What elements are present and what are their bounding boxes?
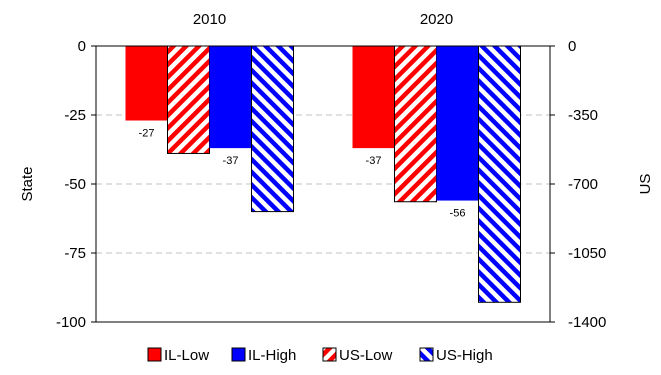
right-tick-label: -1400 — [568, 314, 606, 331]
left-tick-label: -75 — [64, 245, 86, 262]
legend-label: US-Low — [339, 347, 393, 364]
legend-label: IL-High — [248, 347, 296, 364]
left-tick-label: -50 — [64, 176, 86, 193]
legend-swatch — [231, 347, 246, 362]
bar-us-high-2010 — [251, 45, 294, 213]
bar-il-high-2010 — [209, 46, 252, 149]
data-label: -37 — [366, 155, 382, 167]
right-tick-label: 0 — [568, 38, 576, 55]
left-tick-label: -100 — [56, 314, 86, 331]
bar-us-high-2020 — [478, 45, 521, 303]
bar-us-low-2010 — [167, 45, 210, 154]
left-tick-label: -25 — [64, 107, 86, 124]
legend-swatch — [147, 347, 162, 362]
bar-il-high-2020 — [436, 46, 479, 201]
data-labels: -27 -37 -37 -56 — [139, 128, 466, 220]
data-label: -56 — [450, 208, 466, 220]
right-tick-label: -350 — [568, 107, 598, 124]
bar-il-low-2020 — [352, 46, 395, 149]
category-labels: 2010 2020 — [193, 11, 453, 28]
left-axis-title: State — [19, 166, 36, 201]
data-label: -27 — [139, 128, 155, 140]
right-tick-label: -700 — [568, 176, 598, 193]
right-tick-label: -1050 — [568, 245, 606, 262]
right-axis-ticks: 0 -350 -700 -1050 -1400 — [550, 38, 606, 331]
left-tick-label: 0 — [78, 38, 86, 55]
category-label: 2020 — [420, 11, 453, 28]
legend-label: IL-Low — [164, 347, 209, 364]
left-axis-ticks: 0 -25 -50 -75 -100 — [56, 38, 96, 331]
legend-swatch — [419, 347, 434, 362]
legend-swatch — [322, 347, 337, 362]
legend: IL-Low IL-High US-Low US-High — [147, 347, 493, 364]
bar-us-low-2020 — [394, 45, 437, 203]
bar-il-low-2010 — [125, 46, 168, 121]
category-label: 2010 — [193, 11, 226, 28]
right-axis-title: US — [637, 174, 654, 195]
legend-label: US-High — [436, 347, 493, 364]
data-label: -37 — [223, 155, 239, 167]
bar-series-group — [125, 45, 521, 303]
